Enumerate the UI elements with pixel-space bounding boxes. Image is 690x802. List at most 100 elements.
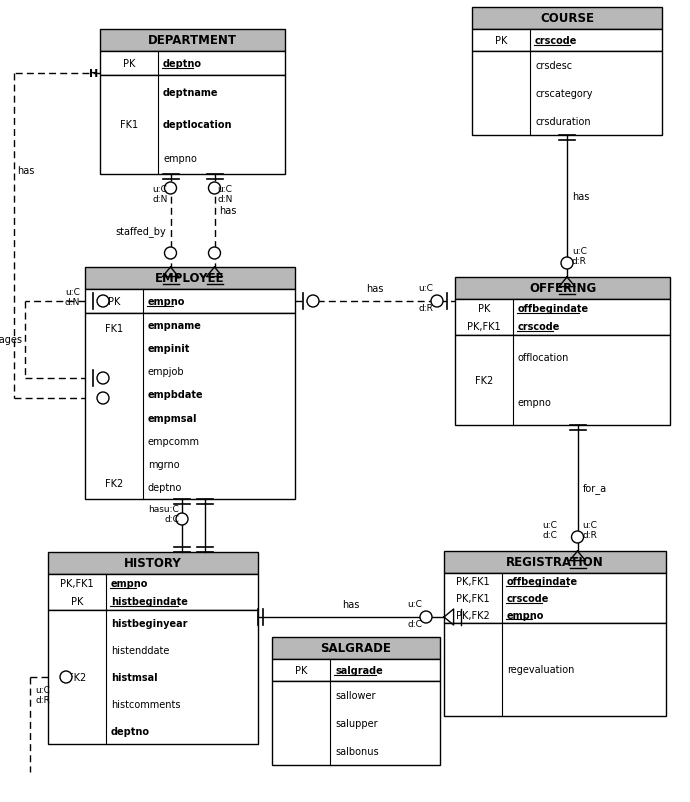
Text: u:C: u:C [542,520,558,529]
Text: u:C: u:C [217,184,233,194]
Text: salgrade: salgrade [335,665,383,675]
Text: offlocation: offlocation [518,353,569,363]
Text: DEPARTMENT: DEPARTMENT [148,34,237,47]
Bar [100,30,285,52]
Text: d:R: d:R [418,304,433,313]
Text: d:N: d:N [217,195,233,204]
Text: empinit: empinit [148,343,190,354]
Text: d:C: d:C [407,619,422,628]
Text: OFFERING: OFFERING [529,282,596,295]
Circle shape [208,248,221,260]
Text: d:R: d:R [572,257,587,265]
Text: d:C: d:C [164,514,179,524]
Bar [472,8,662,30]
Text: SALGRADE: SALGRADE [321,642,391,654]
Text: empmsal: empmsal [148,413,197,423]
Text: u:C: u:C [418,284,433,293]
Bar [100,52,285,76]
Text: u:C: u:C [152,184,168,194]
Bar [272,659,440,681]
Text: empno: empno [111,578,148,588]
Circle shape [420,611,432,623]
Text: COURSE: COURSE [540,13,594,26]
Text: staffed_by: staffed_by [116,226,166,237]
Bar [48,574,258,610]
Text: u:C: u:C [582,520,598,529]
Text: HISTORY: HISTORY [124,557,182,569]
Text: empjob: empjob [148,367,185,377]
Text: u:C: u:C [65,288,80,297]
Text: manages: manages [0,335,22,345]
Bar [272,638,440,659]
Text: offbegindate: offbegindate [507,577,578,586]
Text: FK1: FK1 [105,324,123,334]
Text: FK2: FK2 [475,375,493,386]
Bar [272,681,440,765]
Bar [472,30,662,52]
Circle shape [431,296,443,308]
Bar [455,277,670,300]
Text: regevaluation: regevaluation [507,665,574,674]
Bar [48,553,258,574]
Circle shape [164,183,177,195]
Circle shape [208,183,221,195]
Text: sallower: sallower [335,691,375,700]
Circle shape [97,296,109,308]
Text: PK: PK [108,297,120,306]
Text: empno: empno [148,297,186,306]
Bar [444,551,666,573]
Bar [85,290,295,314]
Text: has: has [17,166,34,176]
Text: for_a: for_a [582,483,607,494]
Text: deptno: deptno [163,59,202,69]
Text: FK1: FK1 [120,120,138,131]
Text: H: H [89,69,98,79]
Text: u:C: u:C [35,685,50,695]
Text: d:R: d:R [582,530,598,539]
Circle shape [561,257,573,269]
Text: PK,FK1: PK,FK1 [456,593,490,603]
Text: PK: PK [295,665,307,675]
Text: histbeginyear: histbeginyear [111,618,188,629]
Text: crscode: crscode [535,36,578,46]
Circle shape [571,532,584,543]
Bar [100,76,285,175]
Text: deptno: deptno [111,726,150,735]
Text: d:C: d:C [542,530,558,539]
Text: u:C: u:C [572,247,587,256]
Circle shape [164,248,177,260]
Text: PK,FK1: PK,FK1 [456,577,490,586]
Text: salbonus: salbonus [335,746,379,756]
Text: salupper: salupper [335,718,377,728]
Text: empname: empname [148,320,202,330]
Text: crscode: crscode [518,322,560,331]
Text: PK,FK1: PK,FK1 [467,322,501,331]
Text: crsdesc: crsdesc [535,61,572,71]
Text: has: has [219,206,237,217]
Text: empno: empno [518,398,552,408]
Text: u:C: u:C [407,599,422,608]
Bar [48,610,258,744]
Bar [444,573,666,623]
Bar [455,300,670,335]
Text: PK: PK [71,596,83,606]
Text: empcomm: empcomm [148,436,200,447]
Text: crscode: crscode [507,593,549,603]
Bar [472,52,662,136]
Text: empno: empno [163,153,197,164]
Text: d:R: d:R [35,695,50,704]
Text: offbegindate: offbegindate [518,304,589,314]
Text: histcomments: histcomments [111,699,181,709]
Text: PK: PK [123,59,135,69]
Text: PK: PK [477,304,490,314]
Text: deptno: deptno [148,483,182,492]
Circle shape [60,671,72,683]
Text: PK: PK [495,36,507,46]
Circle shape [97,373,109,384]
Text: has: has [342,599,359,610]
Text: histbegindate: histbegindate [111,596,188,606]
Text: histmsal: histmsal [111,672,157,683]
Text: PK,FK1: PK,FK1 [60,578,94,588]
Text: deptlocation: deptlocation [163,120,233,131]
Bar [85,268,295,290]
